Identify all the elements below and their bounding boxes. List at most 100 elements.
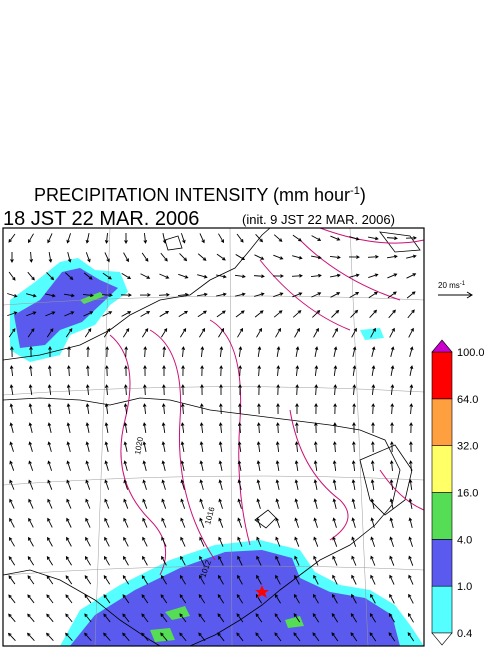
wind-arrow (66, 441, 71, 452)
wind-arrow (408, 555, 414, 566)
wind-arrow (161, 441, 166, 452)
wind-arrow (295, 365, 300, 377)
wind-arrow (256, 536, 262, 547)
wind-arrow (141, 613, 149, 623)
wind-arrow (294, 536, 300, 547)
precip-moderate (14, 268, 118, 348)
wind-arrow (332, 479, 337, 490)
wind-arrow (218, 233, 225, 244)
wind-arrow (295, 384, 299, 396)
vector-unit-superscript: -1 (460, 281, 466, 287)
wind-arrow (333, 403, 337, 415)
colorbar-label: 16.0 (457, 488, 478, 500)
wind-arrow (332, 460, 337, 472)
coastline (164, 231, 421, 253)
wind-arrow (256, 574, 262, 585)
wind-arrow (275, 498, 280, 509)
wind-arrow (409, 422, 413, 434)
wind-arrow (103, 594, 111, 604)
wind-arrow (218, 422, 223, 434)
wind-arrow (142, 517, 148, 528)
wind-arrow (407, 309, 415, 319)
wind-arrow (216, 253, 226, 261)
wind-arrow (200, 365, 204, 377)
wind-arrow (256, 555, 262, 566)
wind-arrow (122, 594, 130, 604)
wind-arrow (179, 574, 186, 585)
wind-arrow (257, 346, 262, 358)
wind-arrow (352, 403, 356, 415)
wind-arrow (236, 613, 244, 623)
wind-arrow (104, 441, 109, 452)
wind-arrow (84, 555, 91, 566)
wind-arrow (104, 232, 109, 244)
wind-arrow (235, 292, 246, 297)
wind-arrow (104, 498, 110, 509)
wind-arrow (105, 346, 109, 358)
wind-arrow (180, 233, 186, 244)
wind-arrow (141, 632, 149, 642)
wind-arrow (28, 441, 33, 452)
wind-arrow (180, 536, 186, 547)
wind-arrow (389, 574, 395, 585)
colorbar-segment (431, 585, 453, 634)
wind-arrow (46, 594, 54, 604)
wind-arrow (237, 422, 242, 434)
wind-arrow (388, 632, 396, 642)
wind-arrow (142, 403, 147, 415)
wind-arrow (294, 517, 299, 528)
wind-arrow (256, 498, 261, 509)
wind-arrow (46, 613, 54, 623)
wind-arrow (314, 422, 318, 434)
wind-arrow (294, 479, 299, 490)
wind-arrow (367, 254, 379, 259)
wind-arrow (333, 365, 338, 377)
wind-arrow (105, 365, 109, 377)
wind-arrow (180, 498, 186, 509)
wind-arrow (237, 536, 243, 547)
wind-arrow (389, 517, 394, 528)
wind-arrow (351, 517, 356, 528)
wind-arrow (216, 310, 226, 318)
wind-arrow (389, 593, 395, 604)
wind-arrow (409, 384, 414, 396)
wind-arrow (142, 555, 148, 566)
title-main: PRECIPITATION INTENSITY (mm hour (34, 185, 350, 205)
wind-arrow (85, 479, 91, 490)
wind-arrow (85, 498, 91, 509)
wind-arrow (46, 555, 54, 566)
wind-arrow (180, 460, 185, 471)
wind-arrow (293, 613, 301, 623)
wind-arrow (406, 291, 416, 299)
wind-arrow (238, 346, 243, 358)
wind-arrow (101, 293, 113, 298)
wind-arrow (333, 346, 338, 357)
colorbar-label: 1.0 (457, 581, 472, 593)
wind-arrow (161, 403, 166, 415)
wind-arrow (369, 612, 376, 623)
wind-arrow (65, 555, 72, 566)
wind-arrow (350, 309, 359, 318)
wind-arrow (275, 555, 281, 566)
wind-arrow (370, 574, 376, 585)
wind-arrow (26, 293, 37, 298)
wind-arrow (67, 346, 71, 358)
vector-legend-label: 20 ms-1 (438, 281, 466, 290)
coastline (3, 569, 161, 646)
wind-arrow (139, 293, 151, 297)
wind-arrow (122, 574, 130, 585)
wind-arrow (46, 575, 54, 585)
wind-arrow (28, 403, 33, 414)
wind-arrow (237, 574, 243, 585)
wind-arrow (9, 498, 15, 509)
colorbar-label: 64.0 (457, 394, 478, 406)
wind-arrow (389, 327, 395, 338)
wind-arrow (180, 555, 186, 566)
wind-arrow (8, 575, 16, 585)
wind-arrow (352, 346, 357, 357)
wind-arrow (351, 460, 356, 472)
wind-arrow (387, 291, 397, 299)
wind-arrow (9, 422, 14, 433)
wind-arrow (218, 536, 224, 547)
wind-arrow (351, 498, 356, 509)
